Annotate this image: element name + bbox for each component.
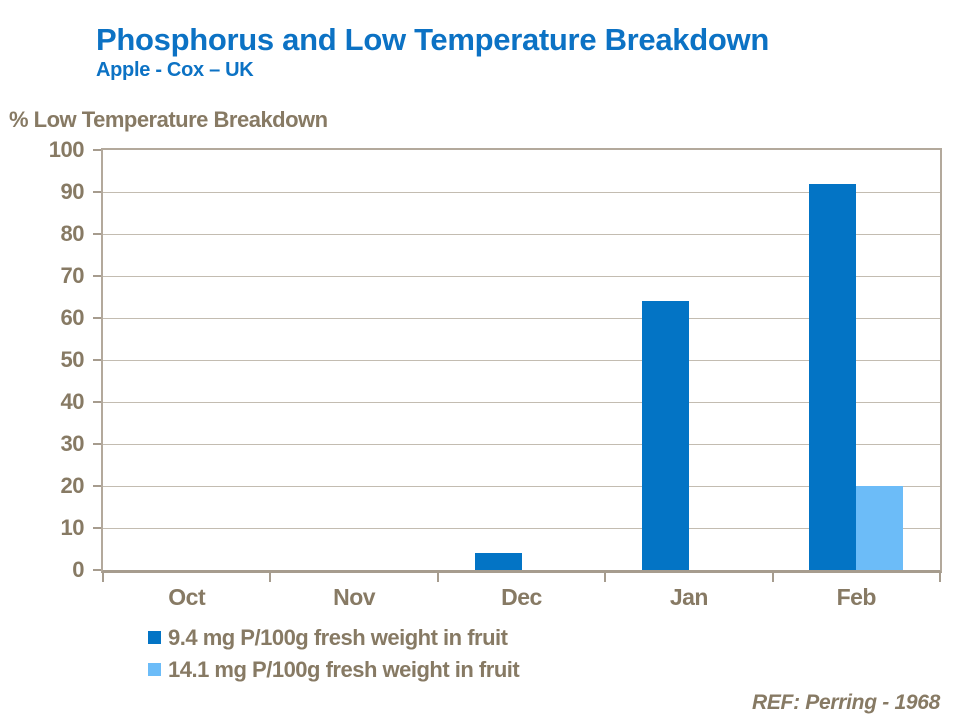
y-tick-label-90: 90 <box>60 179 85 204</box>
y-tick-mark-90 <box>93 191 101 193</box>
y-tick-label-10: 10 <box>60 515 85 540</box>
legend-item-series1: 9.4 mg P/100g fresh weight in fruit <box>148 624 519 656</box>
x-tick-mark-3 <box>604 573 607 582</box>
y-tick-mark-60 <box>93 317 101 319</box>
x-axis-label-jan: Jan <box>669 584 709 610</box>
gridline-50 <box>103 360 940 361</box>
legend-item-series2: 14.1 mg P/100g fresh weight in fruit <box>148 656 520 688</box>
x-axis-label-oct: Oct <box>168 584 206 610</box>
x-axis-label-dec: Dec <box>501 584 542 610</box>
y-tick-label-40: 40 <box>60 389 85 414</box>
y-axis-title: % Low Temperature Breakdown <box>9 107 328 132</box>
x-tick-mark-2 <box>436 573 439 582</box>
legend-label-series2: 14.1 mg P/100g fresh weight in fruit <box>168 657 520 682</box>
y-tick-mark-10 <box>93 527 101 529</box>
y-tick-label-100: 100 <box>48 137 85 162</box>
bar-series1-dec <box>474 553 522 570</box>
y-tick-label-0: 0 <box>72 557 84 582</box>
gridline-20 <box>103 486 940 487</box>
y-tick-mark-70 <box>93 275 101 277</box>
chart-subtitle: Apple - Cox – UK <box>96 59 254 81</box>
chart-title: Phosphorus and Low Temperature Breakdown <box>96 22 769 57</box>
y-tick-label-80: 80 <box>60 221 85 246</box>
bar-series1-feb <box>809 183 857 570</box>
gridline-10 <box>103 528 940 529</box>
bar-series2-feb <box>856 486 904 570</box>
legend: 9.4 mg P/100g fresh weight in fruit 14.1 … <box>148 624 520 688</box>
y-tick-label-70: 70 <box>60 263 85 288</box>
y-tick-label-60: 60 <box>60 305 85 330</box>
y-tick-label-30: 30 <box>60 431 85 456</box>
legend-label-series1: 9.4 mg P/100g fresh weight in fruit <box>168 625 508 650</box>
y-tick-mark-100 <box>93 149 101 151</box>
bar-series1-jan <box>641 301 689 570</box>
y-tick-mark-80 <box>93 233 101 235</box>
y-tick-mark-40 <box>93 401 101 403</box>
gridline-40 <box>103 402 940 403</box>
plot-area <box>101 148 942 573</box>
x-tick-mark-1 <box>269 573 272 582</box>
gridline-70 <box>103 276 940 277</box>
x-tick-mark-0 <box>102 573 104 582</box>
x-tick-mark-4 <box>771 573 774 582</box>
y-tick-mark-20 <box>93 485 101 487</box>
gridline-80 <box>103 234 940 235</box>
gridline-90 <box>103 192 940 193</box>
y-tick-mark-50 <box>93 359 101 361</box>
gridline-30 <box>103 444 940 445</box>
x-tick-mark-5 <box>939 573 941 582</box>
reference-text: REF: Perring - 1968 <box>751 691 940 714</box>
x-axis-label-nov: Nov <box>333 584 376 610</box>
legend-swatch-series2 <box>148 663 161 676</box>
y-tick-mark-0 <box>93 569 101 571</box>
legend-swatch-series1 <box>148 631 161 644</box>
y-tick-label-50: 50 <box>60 347 85 372</box>
y-tick-label-20: 20 <box>60 473 85 498</box>
gridline-60 <box>103 318 940 319</box>
y-tick-mark-30 <box>93 443 101 445</box>
x-axis-label-feb: Feb <box>836 584 877 610</box>
